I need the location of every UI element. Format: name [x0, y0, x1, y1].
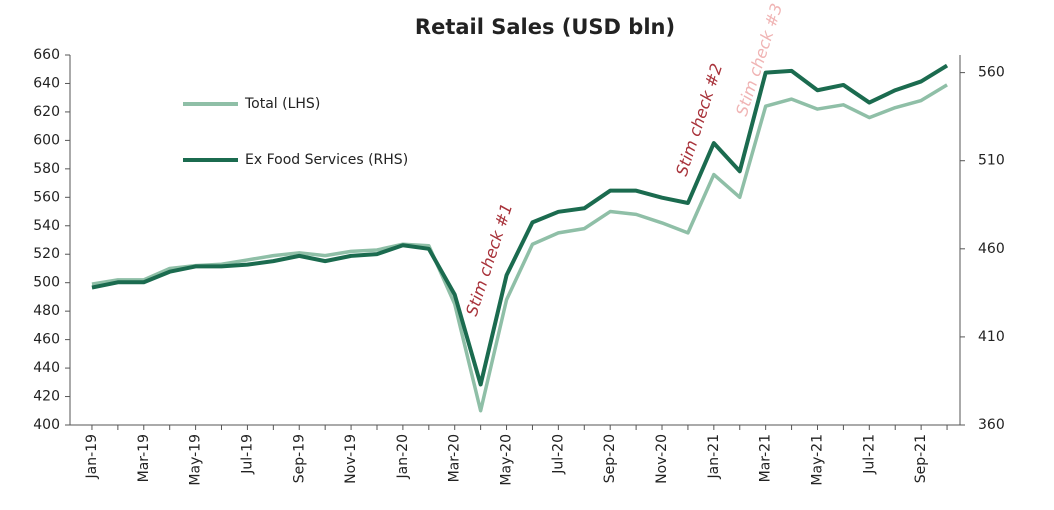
x-tick-label: Jan-21	[706, 434, 722, 479]
y-tick-label: 500	[33, 275, 60, 291]
x-tick-label: Jul-20	[550, 434, 566, 475]
y-tick-label: 400	[33, 417, 60, 433]
legend-label: Total (LHS)	[244, 96, 320, 112]
y-tick-label: 540	[33, 218, 60, 234]
y-tick-label: 660	[33, 47, 60, 63]
y-tick-label: 480	[33, 303, 60, 319]
y2-tick-label: 560	[978, 65, 1005, 81]
y-tick-label: 640	[33, 75, 60, 91]
y-tick-label: 620	[33, 104, 60, 120]
y2-tick-label: 510	[978, 153, 1005, 169]
y-tick-label: 440	[33, 360, 60, 376]
y-tick-label: 420	[33, 389, 60, 405]
y-tick-label: 580	[33, 161, 60, 177]
annotation: Stim check #2	[672, 61, 726, 178]
y2-tick-label: 460	[978, 241, 1005, 257]
chart-title: Retail Sales (USD bln)	[415, 15, 675, 39]
x-tick-label: Nov-20	[654, 434, 670, 484]
x-tick-label: May-21	[809, 434, 825, 486]
y-tick-label: 600	[33, 132, 60, 148]
y-tick-label: 520	[33, 246, 60, 262]
y-tick-label: 560	[33, 189, 60, 205]
x-tick-label: Nov-19	[343, 434, 359, 484]
x-tick-label: May-20	[499, 434, 515, 486]
x-tick-label: Sep-21	[913, 434, 929, 483]
x-tick-label: Sep-20	[602, 434, 618, 483]
x-tick-label: Jul-19	[239, 434, 255, 475]
y2-tick-label: 410	[978, 329, 1005, 345]
x-tick-label: Sep-19	[291, 434, 307, 483]
x-tick-label: Mar-19	[136, 434, 152, 482]
x-tick-label: Mar-20	[447, 434, 463, 482]
x-tick-label: Mar-21	[758, 434, 774, 482]
y2-tick-label: 360	[978, 417, 1005, 433]
series-line	[91, 83, 948, 413]
legend-label: Ex Food Services (RHS)	[245, 152, 408, 168]
y-tick-label: 460	[33, 332, 60, 348]
series-line	[91, 63, 949, 387]
x-tick-label: Jul-21	[861, 434, 877, 475]
x-tick-label: May-19	[188, 434, 204, 486]
x-tick-label: Jan-19	[84, 434, 100, 479]
x-tick-label: Jan-20	[395, 434, 411, 479]
